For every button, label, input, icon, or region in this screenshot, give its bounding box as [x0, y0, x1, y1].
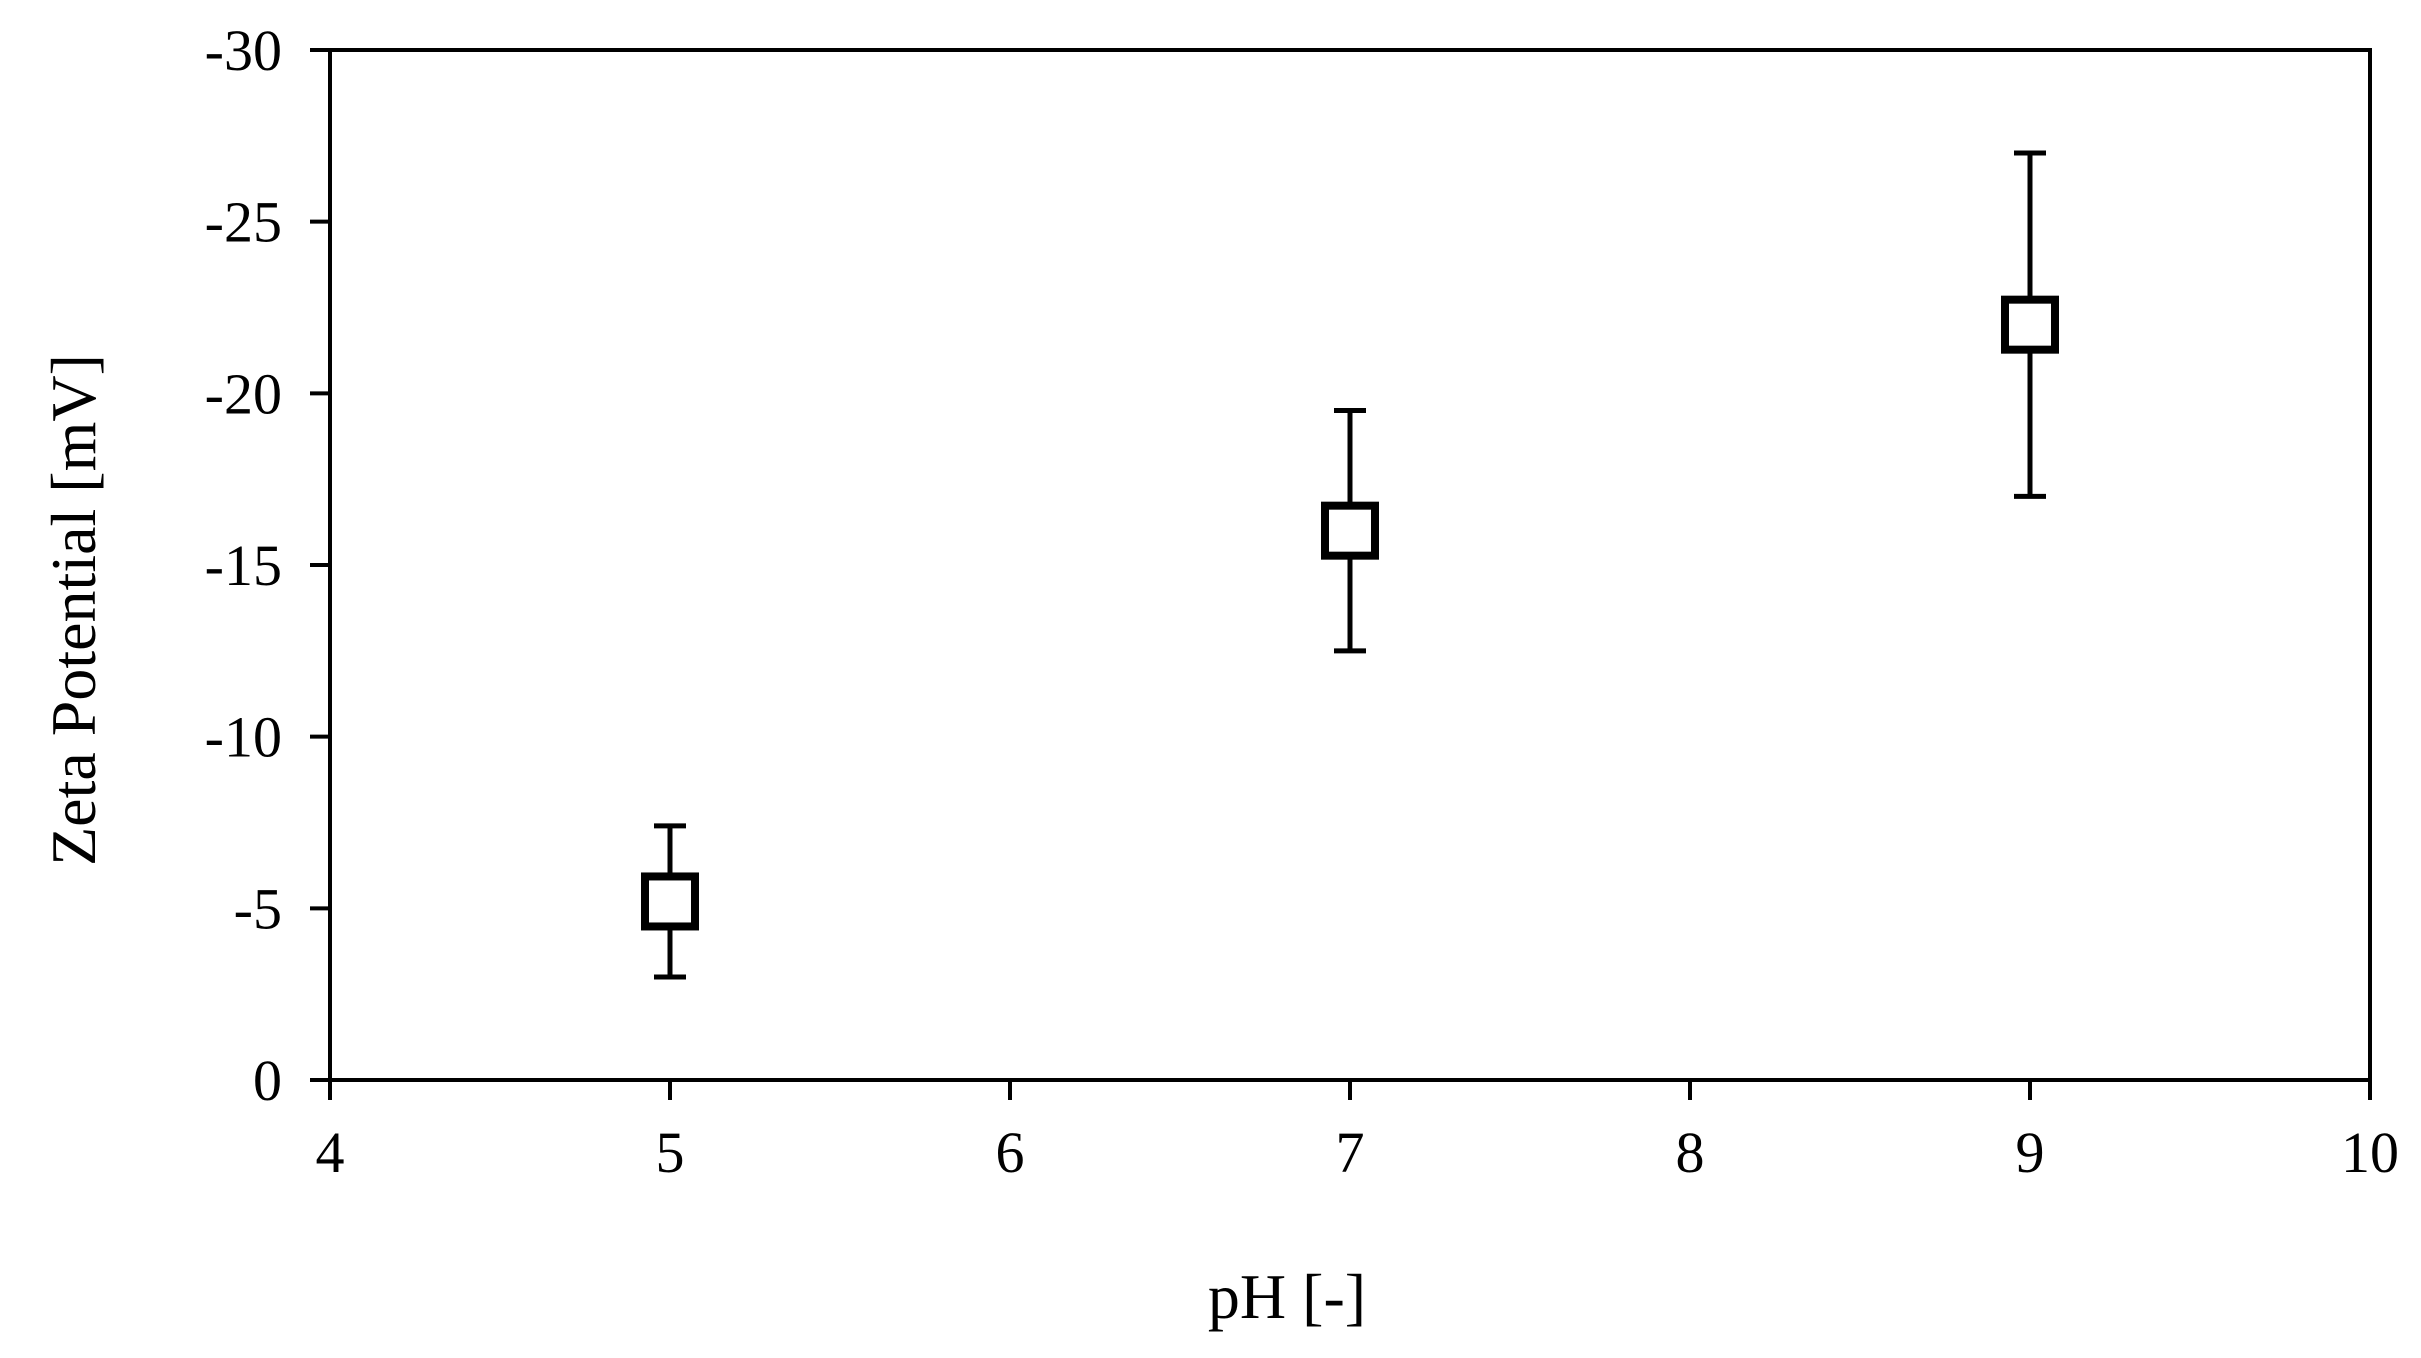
y-tick-label: -30 — [205, 18, 282, 83]
y-tick-label: -20 — [205, 361, 282, 426]
ticks-layer: 4 5 6 7 8 9 10 0 -5 -10 -15 -20 -25 -30 — [205, 18, 2399, 1185]
x-tick-label: 10 — [2341, 1120, 2399, 1185]
y-tick-label: -25 — [205, 190, 282, 255]
x-tick-label: 5 — [656, 1120, 685, 1185]
points-layer — [641, 295, 2059, 931]
x-tick-label: 8 — [1676, 1120, 1705, 1185]
y-tick-label: -15 — [205, 533, 282, 598]
data-point-marker — [1321, 501, 1379, 560]
y-tick-label: 0 — [253, 1048, 282, 1113]
y-tick-label: -5 — [234, 876, 282, 941]
x-tick-label: 6 — [996, 1120, 1025, 1185]
data-point-marker — [2001, 295, 2059, 354]
y-axis-label: Zeta Potential [mV] — [38, 354, 109, 866]
data-point-marker — [641, 872, 699, 931]
x-axis-label: pH [-] — [1208, 1261, 1366, 1332]
x-tick-label: 7 — [1336, 1120, 1365, 1185]
x-tick-label: 4 — [316, 1120, 345, 1185]
x-tick-label: 9 — [2016, 1120, 2045, 1185]
errorbar-layer — [654, 150, 2046, 980]
y-tick-label: -10 — [205, 705, 282, 770]
